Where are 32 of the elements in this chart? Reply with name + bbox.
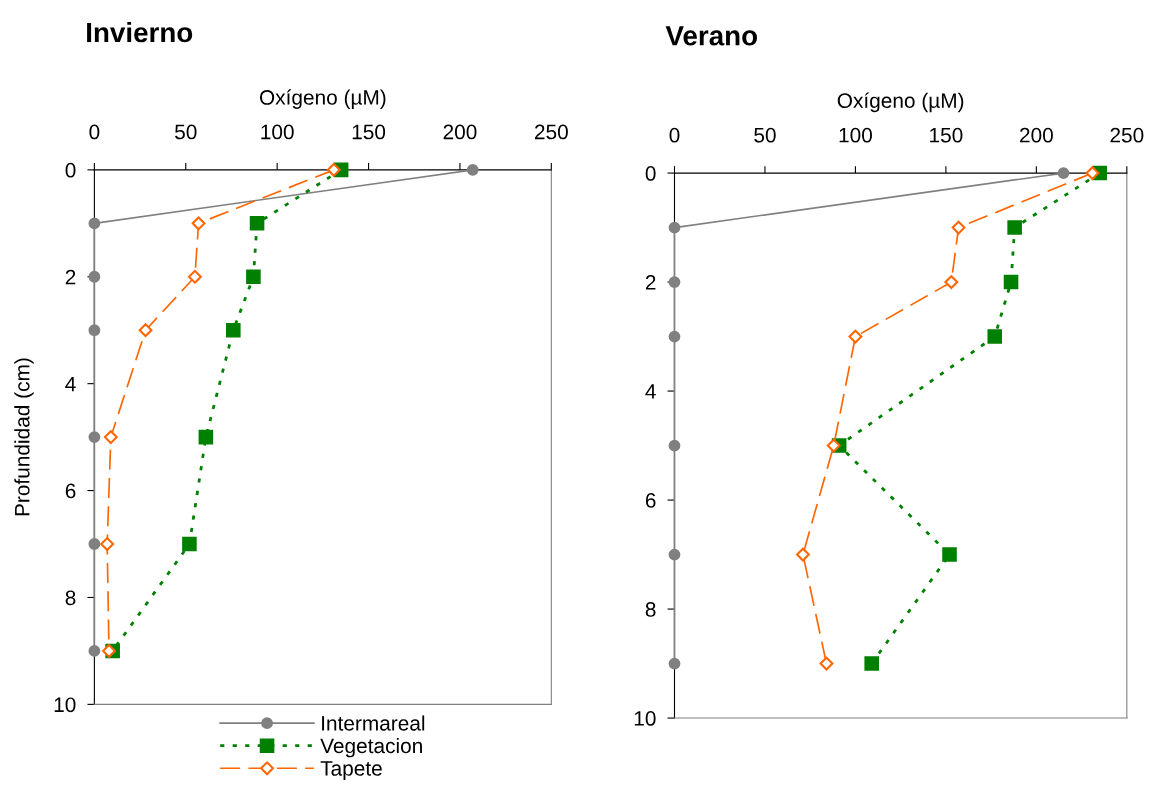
y-tick-label: 2 [645,275,656,290]
x-tick-label: 0 [669,127,680,143]
chart-title: Verano [665,26,757,46]
y-tick-label: 8 [645,602,656,617]
x-tick-label: 100 [839,127,872,143]
legend-label: Tapete [320,761,382,780]
y-tick-label: 4 [645,384,656,399]
legend-label: Intermareal [322,715,425,731]
y-tick-label: 6 [65,483,76,499]
y-tick-label: 8 [65,590,76,606]
y-tick-label: 6 [645,493,656,508]
y-tick-label: 2 [65,269,76,285]
x-tick-label: 200 [443,124,477,140]
y-tick-label: 4 [65,376,76,392]
y-tick-label: 0 [645,166,656,181]
x-tick-label: 50 [175,124,197,140]
x-tick-label: 250 [1110,127,1144,143]
y-tick-label: 10 [634,711,656,726]
x-tick-label: 250 [535,124,568,140]
y-tick-label: 10 [54,697,76,713]
x-tick-label: 200 [1020,127,1053,143]
x-tick-label: 150 [352,124,386,140]
chart-title: Invierno [87,21,193,43]
x-tick-label: 100 [261,124,294,140]
x-axis-title: Oxígeno (µM) [837,92,964,113]
x-tick-label: 0 [89,124,100,140]
x-axis-title: Oxígeno (µM) [259,89,386,109]
y-axis-title: Profundidad (cm) [14,358,34,516]
legend-label: Vegetacion [320,737,422,758]
y-tick-label: 0 [65,162,76,178]
x-tick-label: 150 [930,127,963,143]
x-tick-label: 50 [754,127,776,143]
